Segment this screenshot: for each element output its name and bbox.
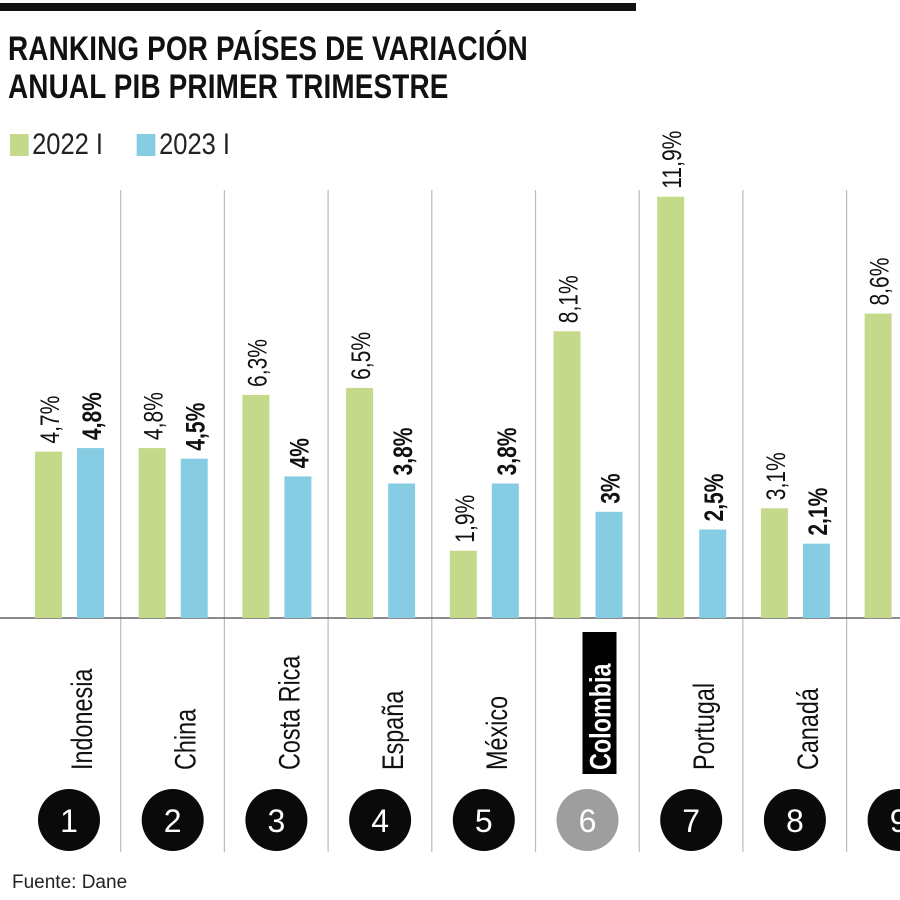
data-label-2023: 2,1%: [803, 488, 833, 536]
data-label-2023: 3,8%: [389, 427, 419, 475]
rank-number: 4: [371, 803, 389, 839]
bar-2022: [760, 508, 788, 618]
data-label-2023: 2,5%: [700, 474, 730, 522]
data-label-2023: 3%: [596, 473, 626, 503]
legend-item-2022: 2022 I: [10, 128, 103, 162]
legend: 2022 I 2023 I: [10, 128, 264, 162]
data-label-2022: 6,5%: [347, 332, 377, 380]
source-note: Fuente: Dane: [12, 872, 128, 893]
data-label-2023: 4,8%: [78, 392, 108, 440]
rank-number: 6: [579, 803, 597, 839]
category-label: Canadá: [791, 688, 824, 770]
data-label-2022: 4,7%: [36, 396, 66, 444]
chart-title-line-1: RANKING POR PAÍSES DE VARIACIÓN: [8, 30, 528, 68]
rank-badge: [867, 789, 900, 851]
rank-number: 2: [164, 803, 182, 839]
bar-2023: [77, 448, 104, 618]
bar-2022: [346, 387, 374, 618]
category-label: Portugal: [687, 683, 720, 770]
category-label: Indonesia: [65, 669, 98, 770]
legend-item-2023: 2023 I: [137, 128, 230, 162]
category-label: España: [376, 691, 409, 770]
bar-2022: [449, 550, 477, 618]
data-label-2022: 8,6%: [865, 258, 895, 306]
legend-label-2023: 2023 I: [159, 128, 231, 161]
bar-2023: [180, 458, 208, 618]
category-label: México: [480, 696, 513, 770]
bar-2022: [864, 313, 892, 618]
bar-2023: [491, 483, 519, 618]
rank-badge: [763, 789, 826, 851]
rank-badge: [452, 789, 515, 851]
bar-2023: [595, 511, 623, 618]
category-label: Costa Rica: [273, 656, 306, 770]
data-label-2023: 3,8%: [492, 427, 522, 475]
data-label-2023: 4%: [285, 438, 315, 468]
data-label-2022: 3,1%: [761, 452, 791, 500]
data-label-2022: 1,9%: [450, 495, 480, 543]
rank-badge: [556, 789, 619, 851]
rank-number: 5: [475, 803, 493, 839]
rank-badge: [245, 789, 308, 851]
data-label-2022: 6,3%: [243, 339, 273, 387]
legend-swatch-2022: [10, 134, 29, 156]
chart-title-line-2: ANUAL PIB PRIMER TRIMESTRE: [8, 68, 449, 106]
bar-2023: [388, 483, 416, 618]
highlight-label-background: [582, 632, 617, 774]
rank-number: 7: [682, 803, 700, 839]
bar-2023: [699, 529, 727, 618]
rank-number: 8: [786, 803, 804, 839]
bar-2022: [242, 394, 270, 618]
bar-2023: [802, 543, 830, 618]
rank-number: 3: [268, 803, 286, 839]
top-rule: [0, 3, 636, 11]
data-label-2023: 4,5%: [181, 403, 211, 451]
bar-2022: [553, 331, 581, 618]
data-label-2022: 11,9%: [658, 131, 688, 189]
category-label: Colombia: [584, 663, 617, 770]
bar-2022: [138, 448, 166, 618]
bar-2022: [657, 196, 685, 619]
data-label-2022: 8,1%: [554, 275, 584, 323]
category-label: China: [169, 709, 202, 770]
bar-chart: 4,7% 4,8% Indonesia 1 4,8% 4,5% China 2 6,3% 4% Co…: [0, 131, 900, 852]
rank-badge: [660, 789, 723, 851]
category-label: Austria: [895, 697, 900, 770]
legend-swatch-2023: [137, 134, 156, 156]
bar-2023: [284, 476, 312, 618]
rank-badge: [38, 789, 100, 851]
data-label-2022: 4,8%: [139, 392, 169, 440]
rank-number: 1: [60, 803, 78, 839]
rank-badge: [349, 789, 412, 851]
rank-badge: [141, 789, 204, 851]
bar-2022: [35, 451, 62, 618]
rank-number: 9: [890, 803, 900, 839]
legend-label-2022: 2022 I: [32, 128, 104, 161]
